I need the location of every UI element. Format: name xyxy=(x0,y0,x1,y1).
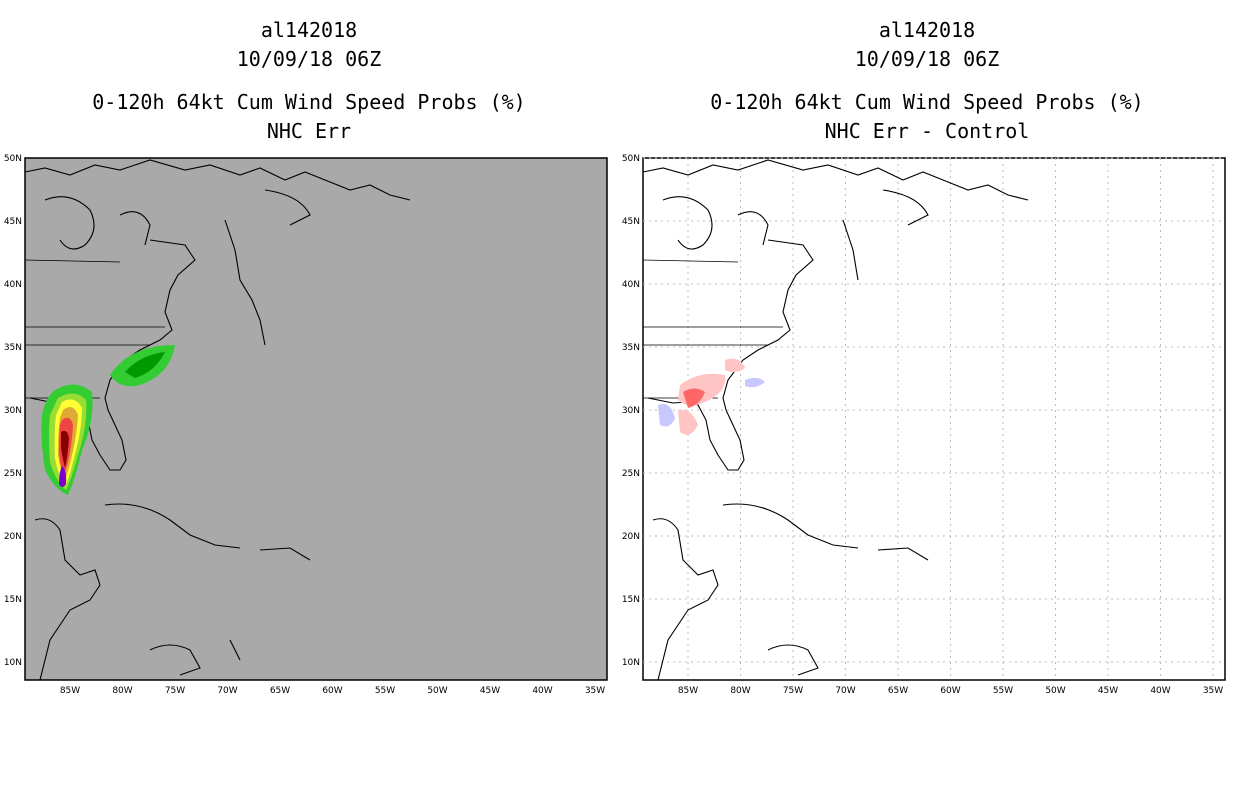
right-title-product: 0-120h 64kt Cum Wind Speed Probs (%) xyxy=(710,90,1144,114)
left-probability-swath xyxy=(41,345,175,495)
left-lat-label: 35N xyxy=(4,343,22,353)
right-map-background xyxy=(642,157,1226,681)
right-lat-label: 35N xyxy=(622,343,640,353)
right-lat-label: 40N xyxy=(622,280,640,290)
left-map-background xyxy=(24,157,608,681)
right-lat-label: 25N xyxy=(622,469,640,479)
right-lon-label: 55W xyxy=(993,686,1013,696)
right-title-datetime: 10/09/18 06Z xyxy=(854,47,1000,71)
left-title-datetime: 10/09/18 06Z xyxy=(236,47,382,71)
left-lat-label: 25N xyxy=(4,469,22,479)
left-lat-label: 30N xyxy=(4,406,22,416)
left-title-product: 0-120h 64kt Cum Wind Speed Probs (%) xyxy=(92,90,526,114)
left-lon-label: 65W xyxy=(270,686,290,696)
right-lat-label: 10N xyxy=(622,658,640,668)
left-title-storm-id: al142018 xyxy=(260,18,358,42)
right-map-panel: 50N 45N 40N 35N 30N 25N 20N 15N 10N 85W 80W 75W 70W… xyxy=(622,154,1226,696)
right-lon-label: 50W xyxy=(1045,686,1065,696)
left-lon-labels: 85W 80W 75W 70W 65W 60W 55W 50W 45W 40W 35W xyxy=(60,686,605,696)
right-title-subtitle: NHC Err - Control xyxy=(824,119,1030,143)
left-lon-label: 70W xyxy=(217,686,237,696)
right-lon-label: 45W xyxy=(1098,686,1118,696)
left-lat-label: 50N xyxy=(4,154,22,164)
left-lon-label: 85W xyxy=(60,686,80,696)
right-lon-label: 70W xyxy=(835,686,855,696)
right-lon-label: 75W xyxy=(783,686,803,696)
left-title: al142018 10/09/18 06Z 0-120h 64kt Cum Wi… xyxy=(0,16,618,146)
left-lon-label: 60W xyxy=(322,686,342,696)
right-lat-label: 30N xyxy=(622,406,640,416)
right-difference-field xyxy=(658,358,765,435)
right-lon-label: 40W xyxy=(1150,686,1170,696)
right-coastlines xyxy=(642,159,1029,681)
right-lon-label: 60W xyxy=(940,686,960,696)
left-lon-label: 35W xyxy=(585,686,605,696)
left-lat-label: 15N xyxy=(4,595,22,605)
left-lon-label: 40W xyxy=(532,686,552,696)
right-lon-label: 65W xyxy=(888,686,908,696)
right-lon-label: 85W xyxy=(678,686,698,696)
left-lon-label: 75W xyxy=(165,686,185,696)
left-lat-labels: 50N 45N 40N 35N 30N 25N 20N 15N 10N xyxy=(4,154,22,668)
right-title-storm-id: al142018 xyxy=(878,18,976,42)
left-map-panel: 50N 45N 40N 35N 30N 25N 20N 15N 10N 85W 80W 75W 70W… xyxy=(4,154,608,696)
right-lat-label: 50N xyxy=(622,154,640,164)
right-lon-label: 35W xyxy=(1203,686,1223,696)
right-lon-label: 80W xyxy=(730,686,750,696)
left-lat-label: 40N xyxy=(4,280,22,290)
left-lat-label: 10N xyxy=(4,658,22,668)
left-lon-label: 80W xyxy=(112,686,132,696)
left-lon-label: 50W xyxy=(427,686,447,696)
left-lon-label: 55W xyxy=(375,686,395,696)
left-title-subtitle: NHC Err xyxy=(266,119,352,143)
right-lon-labels: 85W 80W 75W 70W 65W 60W 55W 50W 45W 40W 35W xyxy=(678,686,1223,696)
left-lat-label: 20N xyxy=(4,532,22,542)
left-lat-label: 45N xyxy=(4,217,22,227)
right-lat-label: 15N xyxy=(622,595,640,605)
left-lon-label: 45W xyxy=(480,686,500,696)
right-lat-labels: 50N 45N 40N 35N 30N 25N 20N 15N 10N xyxy=(622,154,640,668)
right-title: al142018 10/09/18 06Z 0-120h 64kt Cum Wi… xyxy=(618,16,1236,146)
right-lat-label: 20N xyxy=(622,532,640,542)
right-lat-label: 45N xyxy=(622,217,640,227)
right-gridlines xyxy=(643,157,1225,680)
